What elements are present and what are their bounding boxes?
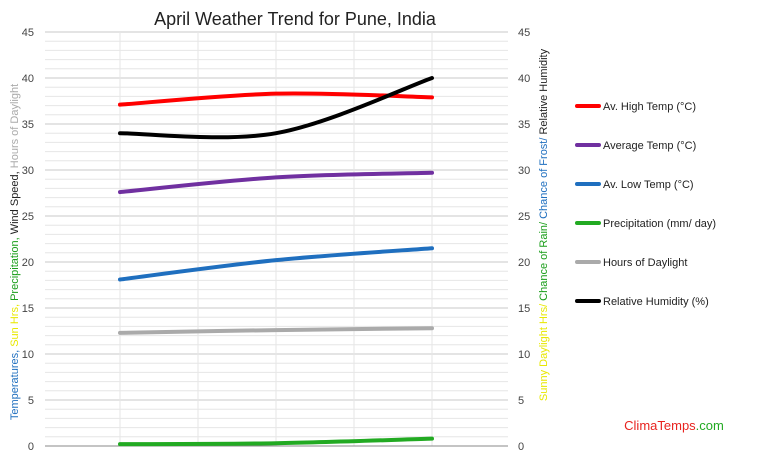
left-tick-label: 15 [22, 303, 34, 315]
chart-title: April Weather Trend for Pune, India [154, 9, 437, 29]
brand-suffix: .com [696, 418, 724, 433]
left-tick-label: 5 [28, 395, 34, 407]
axis-label-part: Sunny Daylight Hrs/ [538, 301, 550, 401]
right-tick-label: 15 [518, 303, 530, 315]
right-tick-label: 45 [518, 27, 530, 39]
right-tick-label: 20 [518, 257, 530, 269]
left-tick-label: 25 [22, 211, 34, 223]
series-lines [118, 76, 434, 447]
left-axis-label: Temperatures, Sun Hrs, Precipitation, Wi… [9, 84, 21, 420]
axis-label-part: Chance of Frost/ [538, 135, 550, 219]
right-tick-label: 25 [518, 211, 530, 223]
series-line-1 [118, 170, 434, 195]
legend-label: Relative Humidity (%) [603, 296, 709, 308]
right-tick-label: 0 [518, 441, 524, 453]
left-tick-label: 0 [28, 441, 34, 453]
right-y-ticks: 0 5 10 15 20 25 30 35 40 45 [518, 27, 530, 453]
left-tick-label: 10 [22, 349, 34, 361]
right-tick-label: 5 [518, 395, 524, 407]
axis-label-part: Relative Humidity [538, 48, 550, 134]
series-line-5 [118, 76, 434, 140]
axis-label-part: Temperatures, [9, 347, 21, 420]
axis-label-part: Wind Speed, [9, 168, 21, 234]
right-tick-label: 35 [518, 119, 530, 131]
brand-watermark[interactable]: ClimaTemps.com [624, 418, 724, 433]
series-line-0 [118, 91, 434, 107]
left-tick-label: 40 [22, 73, 34, 85]
left-tick-label: 35 [22, 119, 34, 131]
legend: Av. High Temp (°C) Average Temp (°C) Av. L… [575, 101, 716, 308]
legend-label: Average Temp (°C) [603, 140, 696, 152]
axis-label-part: Sun Hrs, [9, 301, 21, 347]
series-line-4 [118, 326, 434, 335]
axis-label-part: Hours of Daylight [9, 84, 21, 168]
legend-label: Av. High Temp (°C) [603, 101, 696, 113]
right-axis-label: Sunny Daylight Hrs/ Chance of Rain/ Chan… [538, 48, 550, 401]
legend-label: Hours of Daylight [603, 257, 687, 269]
brand-name: ClimaTemps [624, 418, 696, 433]
gridlines [45, 31, 508, 447]
right-tick-label: 30 [518, 165, 530, 177]
right-tick-label: 10 [518, 349, 530, 361]
left-tick-label: 45 [22, 27, 34, 39]
left-y-ticks: 0 5 10 15 20 25 30 35 40 45 [22, 27, 34, 453]
axis-label-part: Chance of Rain/ [538, 219, 550, 301]
left-tick-label: 30 [22, 165, 34, 177]
series-line-2 [118, 246, 434, 282]
axis-label-part: Precipitation, [9, 234, 21, 301]
legend-label: Precipitation (mm/ day) [603, 218, 716, 230]
series-line-3 [118, 436, 434, 447]
left-tick-label: 20 [22, 257, 34, 269]
right-tick-label: 40 [518, 73, 530, 85]
legend-label: Av. Low Temp (°C) [603, 179, 694, 191]
